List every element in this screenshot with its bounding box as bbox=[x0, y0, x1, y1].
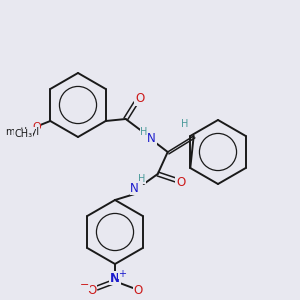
Text: H: H bbox=[138, 174, 146, 184]
Text: +: + bbox=[118, 269, 126, 279]
Text: O: O bbox=[176, 176, 185, 188]
Text: O: O bbox=[32, 122, 41, 132]
Text: O: O bbox=[87, 284, 97, 298]
Text: H: H bbox=[140, 127, 147, 137]
Text: CH₃: CH₃ bbox=[14, 129, 32, 139]
Text: N: N bbox=[110, 272, 120, 284]
Text: O: O bbox=[135, 92, 144, 106]
Text: methyl: methyl bbox=[5, 127, 39, 137]
Text: O: O bbox=[134, 284, 142, 298]
Text: N: N bbox=[130, 182, 139, 194]
Text: −: − bbox=[80, 280, 90, 290]
Text: N: N bbox=[147, 131, 156, 145]
Text: H: H bbox=[181, 119, 188, 129]
